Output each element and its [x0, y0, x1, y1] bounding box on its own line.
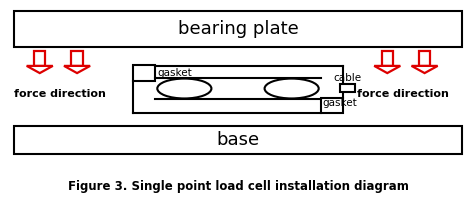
Polygon shape: [64, 66, 90, 73]
Text: gasket: gasket: [322, 98, 357, 108]
Text: force direction: force direction: [14, 89, 106, 99]
Text: base: base: [217, 131, 259, 149]
Bar: [320, 98, 343, 113]
Bar: [14, 126, 462, 154]
Bar: [340, 84, 355, 92]
Bar: [133, 65, 156, 81]
Text: bearing plate: bearing plate: [178, 20, 298, 38]
Bar: [14, 11, 462, 47]
Text: Figure 3. Single point load cell installation diagram: Figure 3. Single point load cell install…: [68, 180, 408, 193]
Text: gasket: gasket: [158, 68, 192, 78]
Text: cable: cable: [333, 72, 361, 83]
Text: force direction: force direction: [357, 89, 449, 99]
Circle shape: [265, 79, 319, 98]
Polygon shape: [27, 66, 53, 73]
Bar: [382, 51, 393, 66]
Bar: [419, 51, 430, 66]
Polygon shape: [412, 66, 437, 73]
Polygon shape: [374, 66, 400, 73]
Circle shape: [157, 79, 211, 98]
Bar: [71, 51, 83, 66]
Bar: [34, 51, 45, 66]
